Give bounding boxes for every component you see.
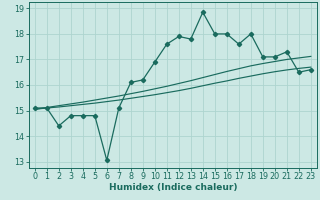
X-axis label: Humidex (Indice chaleur): Humidex (Indice chaleur) xyxy=(108,183,237,192)
